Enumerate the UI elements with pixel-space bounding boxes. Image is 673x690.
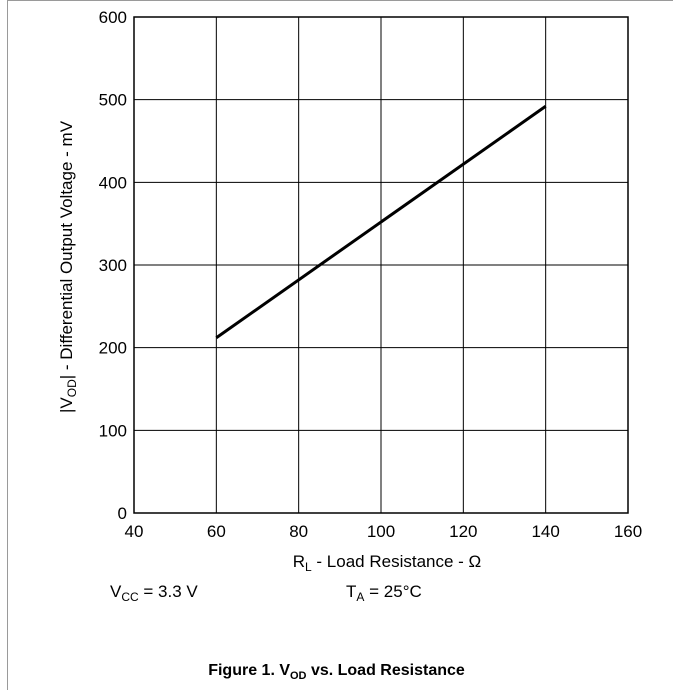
y-tick-label: 600 [99, 8, 127, 27]
y-tick-label: 300 [99, 256, 127, 275]
y-tick-label: 100 [99, 421, 127, 440]
y-tick-label: 400 [99, 173, 127, 192]
y-tick-labels: 0 100 200 300 400 500 600 [99, 8, 127, 523]
y-tick-label: 200 [99, 339, 127, 358]
vcc-condition: VCC = 3.3 V [110, 582, 198, 604]
series-layer [215, 105, 547, 339]
x-tick-label: 40 [125, 522, 144, 541]
ta-condition: TA = 25°C [346, 582, 422, 604]
x-tick-label: 120 [449, 522, 477, 541]
x-tick-label: 100 [367, 522, 395, 541]
grid-lines [134, 17, 628, 513]
y-tick-label: 500 [99, 91, 127, 110]
page-frame-top [7, 0, 673, 1]
series-line [215, 105, 547, 339]
x-axis-label: RL - Load Resistance - Ω [293, 552, 482, 574]
plot-border [133, 16, 629, 514]
x-tick-label: 160 [614, 522, 642, 541]
figure-caption: Figure 1. VOD vs. Load Resistance [208, 662, 465, 682]
x-tick-labels: 40 60 80 100 120 140 160 [125, 522, 643, 541]
page-frame-left [7, 0, 8, 690]
y-tick-label: 0 [118, 504, 127, 523]
x-tick-label: 140 [531, 522, 559, 541]
y-axis-label: |VOD| - Differential Output Voltage - mV [57, 120, 79, 413]
x-tick-label: 60 [207, 522, 226, 541]
x-tick-label: 80 [289, 522, 308, 541]
